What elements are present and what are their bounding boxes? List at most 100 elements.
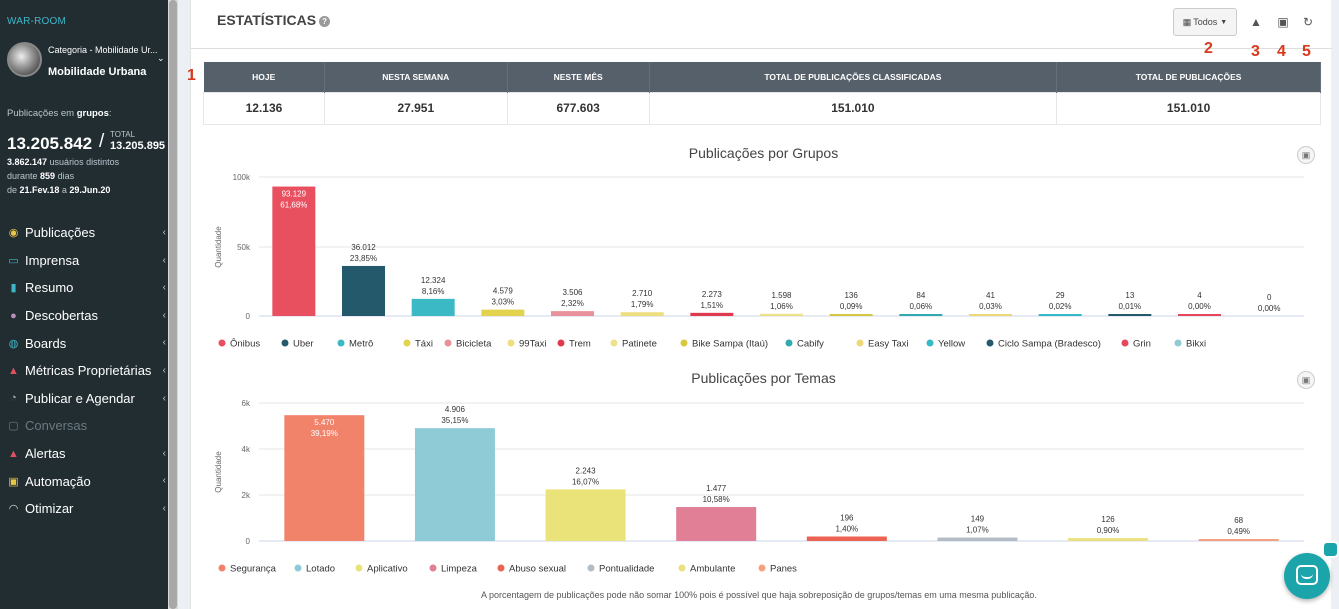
bar [414,428,495,541]
data-label: 149 [971,515,985,524]
filter-dropdown[interactable]: ▦ Todos ▼ [1173,8,1237,36]
chevron-down-icon[interactable]: ⌄ [157,53,165,63]
sidebar-item-resumo[interactable]: ▮ Resumo ‹ [0,274,168,302]
y-tick-label: 0 [246,537,251,546]
bar [1108,314,1152,316]
legend-marker [294,564,302,572]
data-label: 84 [916,291,925,300]
legend-marker [986,339,994,347]
data-label: 4 [1197,291,1202,300]
data-label: 29 [1056,291,1065,300]
sidebar-item-otimizar[interactable]: ◠ Otimizar ‹ [0,495,168,523]
chat-icon: ▢ [8,420,19,433]
export-chart-icon[interactable]: ▲ [1250,15,1262,29]
chat-mini-icon[interactable] [1322,541,1339,558]
chevron-left-icon: ‹ [162,475,166,487]
col-header: NESTA SEMANA [324,62,508,92]
data-label-percent: 0,00% [1258,304,1281,313]
legend-item: Bikxi [1186,339,1206,350]
sidebar-item-automa-o[interactable]: ▣ Automação ‹ [0,467,168,495]
legend-marker [926,339,934,347]
data-label: 3.506 [562,288,583,297]
alert-icon: ▲ [8,447,19,460]
category-name[interactable]: Mobilidade Urbana [48,66,147,78]
legend-marker [610,339,618,347]
col-header: NESTE MÊS [507,62,650,92]
legend-item: Bike Sampa (Itaú) [692,339,768,350]
filter-label: Todos [1193,17,1218,27]
camera-icon[interactable]: ▣ [1297,371,1315,389]
y-tick-label: 0 [246,312,251,321]
y-axis-label: Quantidade [214,226,223,268]
data-label: 12.324 [421,276,446,285]
bar [1068,538,1149,541]
y-tick-label: 100k [233,173,251,182]
page-title: ESTATÍSTICAS? [217,12,331,28]
data-label: 136 [844,291,858,300]
sidebar-item-descobertas[interactable]: ● Descobertas ‹ [0,302,168,330]
dashboard-icon: ◍ [8,337,19,350]
data-label-percent: 0,49% [1227,527,1250,536]
legend-item: Segurança [230,564,277,575]
legend-marker [218,564,226,572]
y-axis-label: Quantidade [214,451,223,493]
chat-widget-button[interactable] [1284,553,1330,599]
camera-icon[interactable]: ▣ [1297,146,1315,164]
data-label-percent: 1,51% [700,301,723,310]
sidebar-item-publicar-e-agendar[interactable]: ◔ Publicar e Agendar ‹ [0,385,168,413]
legend-marker [281,339,289,347]
data-label-percent: 3,03% [491,298,514,307]
legend-marker [680,339,688,347]
avatar[interactable] [7,42,42,77]
legend-marker [218,339,226,347]
sidebar-item-publica-es[interactable]: ◉ Publicações ‹ [0,219,168,247]
bar [969,314,1012,316]
data-label: 2.710 [632,289,653,298]
legend-marker [507,339,515,347]
users-stat: 3.862.147 usuários distintos [7,157,120,167]
bar [937,537,1018,541]
data-label-percent: 1,79% [631,300,654,309]
y-tick-label: 2k [242,491,251,500]
chart-title-temas: Publicações por Temas [691,370,836,386]
data-label-percent: 8,16% [422,287,445,296]
sidebar-item-conversas[interactable]: ▢ Conversas [0,412,168,440]
data-label-percent: 1,40% [835,524,858,533]
data-label-percent: 39,19% [311,429,338,438]
sidebar-item-imprensa[interactable]: ▭ Imprensa ‹ [0,247,168,275]
bar [806,536,887,541]
category-label[interactable]: Categoria - Mobilidade Ur... [48,45,158,55]
bar [411,298,455,316]
legend-marker [444,339,452,347]
legend-item: Panes [770,564,797,575]
bar [284,415,365,541]
bar [1178,314,1221,316]
bar [272,186,316,316]
help-icon[interactable]: ? [319,16,331,27]
bar [1038,314,1082,316]
send-icon: ◔ [10,392,17,405]
data-label-percent: 0,02% [1049,302,1072,311]
legend-item: Trem [569,339,591,350]
sidebar-item-label: Automação [25,473,91,489]
document-icon[interactable]: ▣ [1277,15,1289,29]
total-label: TOTAL [110,130,136,139]
data-label: 5.470 [314,418,335,427]
legend-item: Bicicleta [456,339,492,350]
stat-value: 12.136 [203,91,325,125]
sidebar-item-label: Alertas [25,446,66,462]
sidebar-item-m-tricas-propriet-rias[interactable]: ▲ Métricas Proprietárias ‹ [0,357,168,385]
data-label-percent: 0,09% [840,302,863,311]
date-range: de 21.Fev.18 a 29.Jun.20 [7,185,111,195]
refresh-icon[interactable]: ↻ [1302,15,1314,29]
legend-marker [856,339,864,347]
chevron-left-icon: ‹ [162,392,166,404]
legend-marker [758,564,766,572]
sidebar-scrollbar[interactable] [168,0,178,609]
data-label-percent: 0,00% [1188,302,1211,311]
sidebar-item-boards[interactable]: ◍ Boards ‹ [0,329,168,357]
legend-item: Lotado [306,564,335,575]
scrollbar-thumb[interactable] [169,0,177,609]
sidebar-item-alertas[interactable]: ▲ Alertas ‹ [0,440,168,468]
stats-value-row: 12.136 27.951 677.603 151.010 151.010 [203,91,1321,125]
